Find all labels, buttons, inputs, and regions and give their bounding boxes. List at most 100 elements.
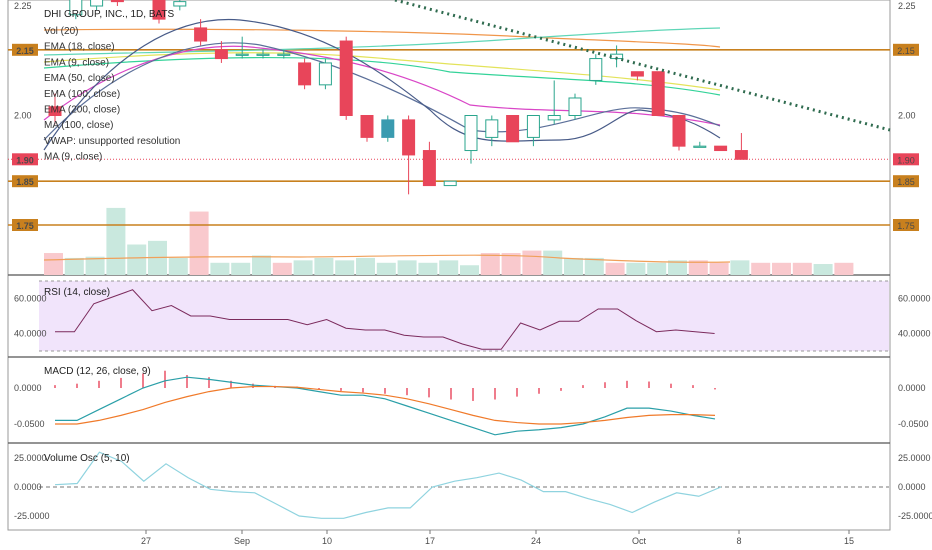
macd-pane bbox=[54, 370, 716, 436]
candle-body bbox=[402, 119, 416, 156]
volume-bar bbox=[314, 257, 334, 275]
right-price-badge-label: 2.15 bbox=[897, 46, 915, 56]
candle-body bbox=[672, 115, 686, 147]
volume-osc-pane bbox=[54, 451, 722, 519]
rsi-title: RSI (14, close) bbox=[44, 287, 110, 298]
volume-bar bbox=[772, 262, 791, 275]
volume-bar bbox=[106, 207, 126, 275]
candle-body bbox=[651, 71, 665, 116]
candle-body bbox=[339, 40, 353, 116]
indicator-legend: Vol (20) EMA (18, close) EMA (9, close) EMA… bbox=[44, 26, 180, 163]
vosc-left-tick: 25.0000 bbox=[14, 453, 47, 463]
legend-item: EMA (18, close) bbox=[44, 42, 115, 53]
macd-right-tick: -0.0500 bbox=[898, 419, 929, 429]
rsi-band bbox=[39, 281, 889, 351]
volume-bar bbox=[127, 244, 147, 275]
ma-9-line bbox=[43, 18, 721, 151]
candle-body bbox=[506, 115, 520, 143]
right-price-badge bbox=[893, 219, 919, 231]
ema-100-line bbox=[43, 27, 721, 56]
volume-bar bbox=[709, 262, 729, 275]
vosc-right-tick: 0.0000 bbox=[898, 482, 926, 492]
candle-body bbox=[152, 0, 166, 20]
right-price-badge bbox=[893, 175, 919, 188]
volume-bar bbox=[376, 262, 396, 275]
price-pane bbox=[8, 0, 891, 275]
candle-body bbox=[298, 62, 312, 86]
rsi-left-tick: 40.0000 bbox=[14, 329, 47, 339]
vosc-right-tick: -25.0000 bbox=[898, 511, 932, 521]
candle-body bbox=[277, 53, 291, 56]
volume-bar bbox=[730, 260, 750, 275]
left-price-badge bbox=[12, 219, 38, 231]
x-tick-label: Sep bbox=[234, 536, 250, 546]
candle-body bbox=[714, 145, 728, 152]
ema-9-line bbox=[43, 42, 721, 141]
left-price-tick: 2.25 bbox=[14, 1, 32, 11]
left-price-badge-label: 2.15 bbox=[16, 46, 34, 56]
axes: 2.25 2.25 2.15 2.15 2.00 2.00 1.90 1.90 1.85 1.85… bbox=[12, 1, 932, 546]
x-tick-label: 15 bbox=[844, 536, 854, 546]
trend-line bbox=[394, 0, 891, 132]
candle-body bbox=[526, 115, 540, 138]
volume-bar bbox=[813, 264, 833, 275]
candle-body bbox=[110, 0, 124, 3]
volume-bar bbox=[543, 250, 563, 275]
candle-body bbox=[485, 119, 499, 138]
vosc-left-tick: -25.0000 bbox=[14, 511, 50, 521]
right-price-badge-label: 1.75 bbox=[897, 221, 915, 231]
macd-left-tick: -0.0500 bbox=[14, 419, 45, 429]
legend-item: EMA (50, close) bbox=[44, 73, 115, 84]
volume-bar bbox=[439, 260, 459, 275]
volume-bar bbox=[480, 253, 500, 275]
candle-body bbox=[235, 53, 249, 56]
legend-item: MA (9, close) bbox=[44, 152, 102, 163]
macd-signal-line bbox=[55, 385, 716, 425]
chart-title: DHI GROUP, INC., 1D, BATS bbox=[44, 9, 175, 20]
rsi-pane bbox=[55, 289, 715, 350]
x-tick-label: Oct bbox=[632, 536, 647, 546]
volume-ma-line bbox=[43, 254, 731, 263]
macd-right-tick: 0.0000 bbox=[898, 383, 926, 393]
volume-bar bbox=[668, 260, 687, 275]
volume-bar bbox=[252, 255, 271, 275]
right-price-tick: 2.00 bbox=[898, 111, 916, 121]
volume-bar bbox=[751, 262, 771, 275]
vosc-right-tick: 25.0000 bbox=[898, 453, 931, 463]
volume-bar bbox=[418, 262, 438, 275]
legend-item: VWAP: unsupported resolution bbox=[44, 136, 180, 147]
left-price-badge bbox=[12, 175, 38, 188]
right-price-tick: 2.25 bbox=[898, 1, 916, 11]
left-price-badge-label: 1.75 bbox=[16, 221, 34, 231]
legend-item: EMA (100, close) bbox=[44, 89, 120, 100]
left-price-badge-label: 1.90 bbox=[16, 155, 34, 165]
rsi-line bbox=[55, 289, 715, 350]
volume-bar bbox=[792, 262, 812, 275]
volume-bar bbox=[189, 211, 209, 275]
volume-bar bbox=[64, 257, 84, 275]
candle-body bbox=[464, 115, 478, 152]
vosc-left-tick: 0.0000 bbox=[14, 482, 42, 492]
volume-bar bbox=[501, 253, 521, 275]
candle-body bbox=[443, 180, 457, 187]
volume-bar bbox=[584, 257, 604, 275]
left-price-tick: 2.00 bbox=[14, 111, 32, 121]
candle-body bbox=[360, 115, 374, 138]
right-price-badge bbox=[893, 43, 919, 56]
candle-body bbox=[214, 49, 228, 60]
vosc-title: Volume Osc (5, 10) bbox=[44, 453, 130, 464]
macd-left-tick: 0.0000 bbox=[14, 383, 42, 393]
x-tick-label: 27 bbox=[141, 536, 151, 546]
candle-body bbox=[547, 115, 561, 121]
candle-body bbox=[734, 150, 748, 160]
volume-bar bbox=[272, 262, 292, 275]
legend-item: EMA (200, close) bbox=[44, 105, 120, 116]
left-price-badge-label: 1.85 bbox=[16, 177, 34, 187]
ema-200-line bbox=[43, 28, 721, 48]
candle-body bbox=[90, 0, 104, 7]
x-tick-label: 10 bbox=[322, 536, 332, 546]
candle-body bbox=[48, 106, 62, 116]
volume-bar bbox=[522, 250, 542, 275]
x-tick-label: 17 bbox=[425, 536, 435, 546]
